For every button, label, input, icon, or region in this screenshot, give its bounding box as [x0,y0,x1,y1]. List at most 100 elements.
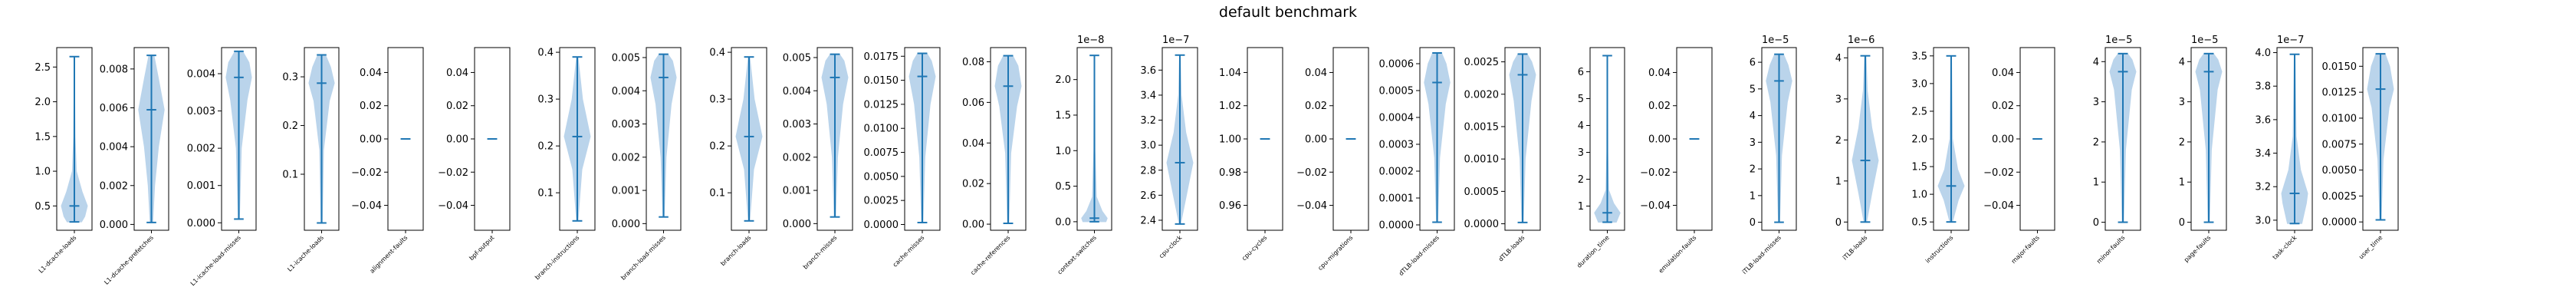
y-tick-label: 0.0025 [1464,57,1500,68]
y-tick-label: 2.4 [1140,215,1156,226]
y-tick-label: 3.4 [2255,148,2271,160]
x-tick-label: context-switches [1056,234,1098,276]
y-tick-label: 0.00 [1305,134,1327,146]
violin-panel: −0.04 −0.02 0.00 0.02 0.04 alignment-faults [351,47,424,275]
y-tick-label: 3.8 [2255,81,2271,93]
y-tick-label: 0.02 [446,101,468,112]
violin-panel: 0 1 2 3 4 1e−5 page-faults [2179,35,2227,263]
y-tick-label: −0.02 [1296,167,1327,179]
violin-panel: 0.0000 0.0005 0.0010 0.0015 0.0020 0.0025 dTLB… [1464,47,1541,263]
y-tick-label: 0.0075 [864,147,899,159]
violin-panel: 2.4 2.6 2.8 3.0 3.2 3.4 3.6 1e−7 cpu-clock [1140,35,1198,259]
y-tick-label: 3.0 [1140,140,1156,152]
violin-panel: 3.0 3.2 3.4 3.6 3.8 4.0 1e−7 task-clock [2255,35,2313,261]
x-tick-label: instructions [1924,234,1954,264]
y-tick-label: 0.000 [187,218,215,229]
y-tick-label: 0.00 [360,134,382,146]
y-tick-label: 5 [1578,94,1584,105]
x-tick-label: cache-references [969,234,1011,276]
y-tick-label: 4 [2093,57,2099,68]
y-tick-label: 0.4 [537,48,554,59]
y-tick-label: 0.0000 [1379,220,1414,232]
y-tick-label: 1.04 [1219,68,1241,79]
y-tick-label: 1.00 [1219,134,1241,146]
y-tick-label: 0.3 [282,72,298,84]
y-tick-label: 0.2 [282,120,298,132]
y-tick-label: 0.0001 [1379,193,1414,205]
y-tick-label: 0.0005 [1379,86,1414,97]
y-tick-label: 2.0 [1055,74,1071,86]
y-tick-label: 0.0050 [864,171,899,183]
x-tick-label: bpf-output [468,234,495,262]
y-tick-label: 0.04 [1992,68,2014,79]
violin-panels: 0.51.01.52.02.5L1-dcache-loads0.0000.002… [34,35,2399,287]
y-tick-label: 0.002 [612,152,640,163]
y-tick-label: 3.2 [2255,182,2271,193]
y-tick-label: 1 [1835,176,1842,187]
y-tick-label: 0.002 [100,180,128,192]
x-tick-label: L1-icache-load-misses [189,234,242,287]
x-tick-label: branch-misses [802,234,838,270]
x-tick-label: cache-misses [892,234,926,269]
y-tick-label: 0.0100 [864,124,899,135]
violin-panel: 0 1 2 3 4 1e−6 iTLB-loads [1835,35,1884,262]
y-tick-label: 1.0 [1055,146,1071,157]
y-tick-label: 1 [1578,201,1584,213]
y-tick-label: 3.0 [1911,78,1927,90]
x-tick-label: alignment-faults [369,234,409,275]
y-tick-label: 0 [1835,217,1842,229]
y-tick-label: −0.04 [1983,200,2014,212]
x-tick-label: major-faults [2010,234,2041,265]
y-tick-label: 0.005 [783,52,811,64]
y-tick-label: 0.0010 [1464,154,1500,166]
x-tick-label: L1-dcache-prefetches [103,234,155,286]
y-tick-label: 0.0000 [1464,219,1500,230]
violin-panel: −0.04 −0.02 0.00 0.02 0.04 emulation-faults [1640,47,1713,275]
y-tick-label: 0.001 [187,180,215,192]
violin-panel: 0.1 0.2 0.3 0.4 branch-loads [709,47,767,267]
y-tick-label: 0.006 [100,103,128,114]
y-tick-label: 0.004 [187,69,215,81]
y-tick-label: 3.6 [2255,114,2271,126]
axis-offset-label: 1e−8 [1077,35,1104,46]
y-tick-label: 0.0125 [2322,87,2358,99]
x-tick-label: L1-icache-loads [286,234,325,273]
y-tick-label: 0.2 [709,141,725,153]
y-tick-label: 0.0004 [1379,113,1414,124]
y-tick-label: 0.2 [537,141,554,153]
x-tick-label: branch-loads [719,234,752,267]
y-tick-label: 0.0015 [1464,121,1500,133]
y-tick-label: 0.004 [100,142,128,154]
y-tick-label: 0.98 [1219,167,1241,179]
y-tick-label: 0.003 [187,106,215,117]
axis-offset-label: 1e−6 [1848,35,1875,46]
y-tick-label: 0.0175 [864,51,899,63]
y-tick-label: 5 [1750,84,1756,95]
y-tick-label: 0.04 [1305,68,1327,79]
axis-offset-label: 1e−7 [1162,35,1189,46]
y-tick-label: 0.00 [1992,134,2014,146]
violin-panel: 0.000 0.002 0.004 0.006 0.008 L1-dcache-prefe… [100,47,169,286]
y-tick-label: 2.6 [1140,190,1156,202]
violin-panel: 0.0000 0.0025 0.0050 0.0075 0.0100 0.0125 0.01… [2322,47,2399,260]
y-tick-label: 2.8 [1140,165,1156,177]
y-tick-label: 0.005 [612,52,640,64]
y-tick-label: 1 [2093,177,2099,189]
y-tick-label: 0.02 [1648,101,1671,112]
y-tick-label: 2.5 [1911,106,1927,117]
y-tick-label: −0.02 [438,167,468,179]
x-tick-label: minor-faults [2095,234,2126,265]
violin-panel: −0.04 −0.02 0.00 0.02 0.04 bpf-output [438,47,511,262]
y-tick-label: 2 [1578,174,1584,186]
x-tick-label: cpu-cycles [1240,234,1268,262]
axis-offset-label: 1e−7 [2277,35,2304,46]
x-tick-label: dTLB-load-misses [1398,234,1441,277]
y-tick-label: 0.02 [1992,101,2014,112]
y-tick-label: 0.04 [1648,68,1671,79]
y-tick-label: 3.0 [2255,215,2271,226]
y-tick-label: 0.0025 [2322,191,2358,203]
y-tick-label: 0.0075 [2322,139,2358,150]
violin-panel: 0.0 0.5 1.0 1.5 2.0 1e−8 context-switches [1055,35,1112,276]
y-tick-label: 0.96 [1219,200,1241,212]
